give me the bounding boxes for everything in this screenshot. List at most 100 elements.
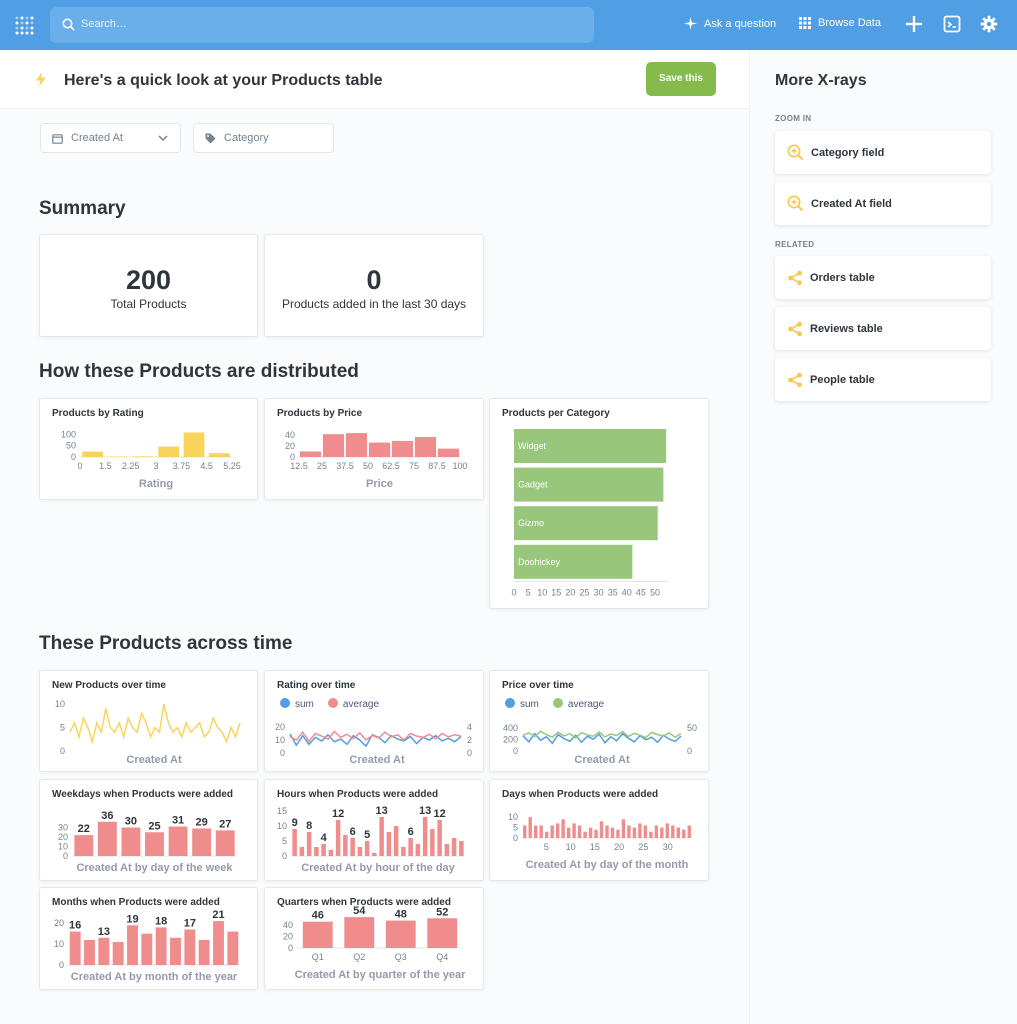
bar[interactable] [184,929,196,965]
bar[interactable] [415,844,421,856]
bar[interactable] [682,829,686,838]
bar[interactable] [638,823,642,838]
bar[interactable] [372,853,377,856]
series-line[interactable] [522,730,682,739]
bar[interactable] [97,821,117,856]
gear-icon[interactable] [980,15,998,33]
bar[interactable] [112,942,124,965]
bar[interactable] [422,817,428,856]
bar[interactable] [544,831,549,838]
bar[interactable] [82,451,104,457]
bar[interactable] [539,825,543,839]
bar[interactable] [208,453,230,457]
bar[interactable] [98,937,110,965]
bar[interactable] [158,446,180,457]
xray-item-people-table[interactable]: People table [775,358,991,401]
bar[interactable] [610,827,615,838]
bar[interactable] [391,440,414,457]
bar[interactable] [632,827,637,838]
bar[interactable] [168,826,188,856]
bar[interactable] [357,847,363,856]
bar[interactable] [566,827,571,838]
bar[interactable] [84,939,95,965]
legend-item-average[interactable]: average [327,698,379,710]
bar[interactable] [572,823,576,838]
legend-item-sum[interactable]: sum [280,698,314,710]
bar[interactable] [605,825,609,839]
bar[interactable] [227,931,239,965]
bar[interactable] [561,819,565,838]
bar[interactable] [299,847,305,856]
bar[interactable] [523,825,527,839]
bar[interactable] [430,829,435,856]
series-line[interactable] [69,703,241,745]
bar[interactable] [408,838,413,856]
bar[interactable] [393,826,399,856]
new-products-chart-card[interactable]: 10 5 0 Created At New Products over time [39,670,258,772]
bar[interactable] [192,828,212,856]
bar[interactable] [74,835,94,856]
bar[interactable] [555,823,560,838]
bar[interactable] [322,434,345,457]
bar[interactable] [69,931,81,965]
bar[interactable] [671,825,675,839]
bar[interactable] [583,831,587,838]
rating-over-time-chart-card[interactable]: 20 10 0 4 2 0 Created At Rating over time sum … [264,670,484,772]
weekdays-chart-card[interactable]: 30 20 10 0 22 36 30 25 31 29 27 Created At by day o… [39,779,258,881]
hours-chart-card[interactable]: 15 10 5 0 9 8 4 12 6 5 13 6 13 12 Created At by hour o… [264,779,484,881]
bar[interactable] [141,933,153,965]
bar[interactable] [676,827,680,838]
bar[interactable] [599,821,604,838]
price-chart-card[interactable]: 40 20 0 12.5 25 37.5 50 62.5 75 87.5 100 Price Prod… [264,398,484,500]
created-at-filter[interactable]: Created At [40,123,181,153]
bar[interactable] [444,844,450,856]
browse-data-button[interactable]: Browse Data [799,17,881,29]
bar[interactable] [321,844,326,856]
legend-item-sum[interactable]: sum [505,698,539,710]
bar[interactable] [170,937,181,965]
bar[interactable] [534,825,538,839]
bar[interactable] [345,433,368,457]
bar[interactable] [459,841,464,856]
series-line[interactable] [289,730,462,743]
bar[interactable] [132,456,154,457]
bar[interactable] [627,825,631,839]
ask-question-button[interactable]: Ask a question [684,17,776,30]
save-button[interactable]: Save this [646,62,716,96]
months-chart-card[interactable]: 20 10 0 16 13 19 18 17 21 Created At by month of … [39,887,258,990]
xray-item-category-field[interactable]: Category field [775,131,991,174]
rating-chart-card[interactable]: 100 50 0 0 1.5 2.25 3 3.75 4.5 5.25 Rating Product… [39,398,258,500]
series-line[interactable] [289,733,462,748]
bar[interactable] [528,817,532,838]
bar[interactable] [183,432,205,457]
bar[interactable] [213,921,224,965]
bar[interactable] [385,920,416,948]
total-products-card[interactable]: 200 Total Products [39,234,258,337]
plus-icon[interactable] [905,15,923,33]
price-over-time-chart-card[interactable]: 400 200 0 50 0 Created At Price over time sum… [489,670,709,772]
bar[interactable] [594,829,598,838]
bar[interactable] [292,829,297,856]
bar[interactable] [121,827,141,857]
bar[interactable] [364,841,370,856]
xray-item-created-at-field[interactable]: Created At field [775,182,991,225]
bar[interactable] [414,437,437,457]
terminal-icon[interactable] [943,15,961,33]
bar[interactable] [401,847,406,856]
bar[interactable] [145,832,164,856]
bar[interactable] [302,921,333,948]
bar[interactable] [350,838,355,856]
bar[interactable] [660,827,664,838]
bar[interactable] [550,825,554,839]
bar[interactable] [344,917,375,948]
bar[interactable] [328,850,334,856]
bar[interactable] [215,830,235,856]
bar[interactable] [621,819,626,838]
bar[interactable] [514,429,667,463]
bar[interactable] [437,820,442,856]
bar[interactable] [368,442,391,457]
bar[interactable] [306,832,312,856]
search-bar[interactable]: Search… [50,7,594,43]
bar[interactable] [643,825,648,839]
bar[interactable] [127,925,138,965]
